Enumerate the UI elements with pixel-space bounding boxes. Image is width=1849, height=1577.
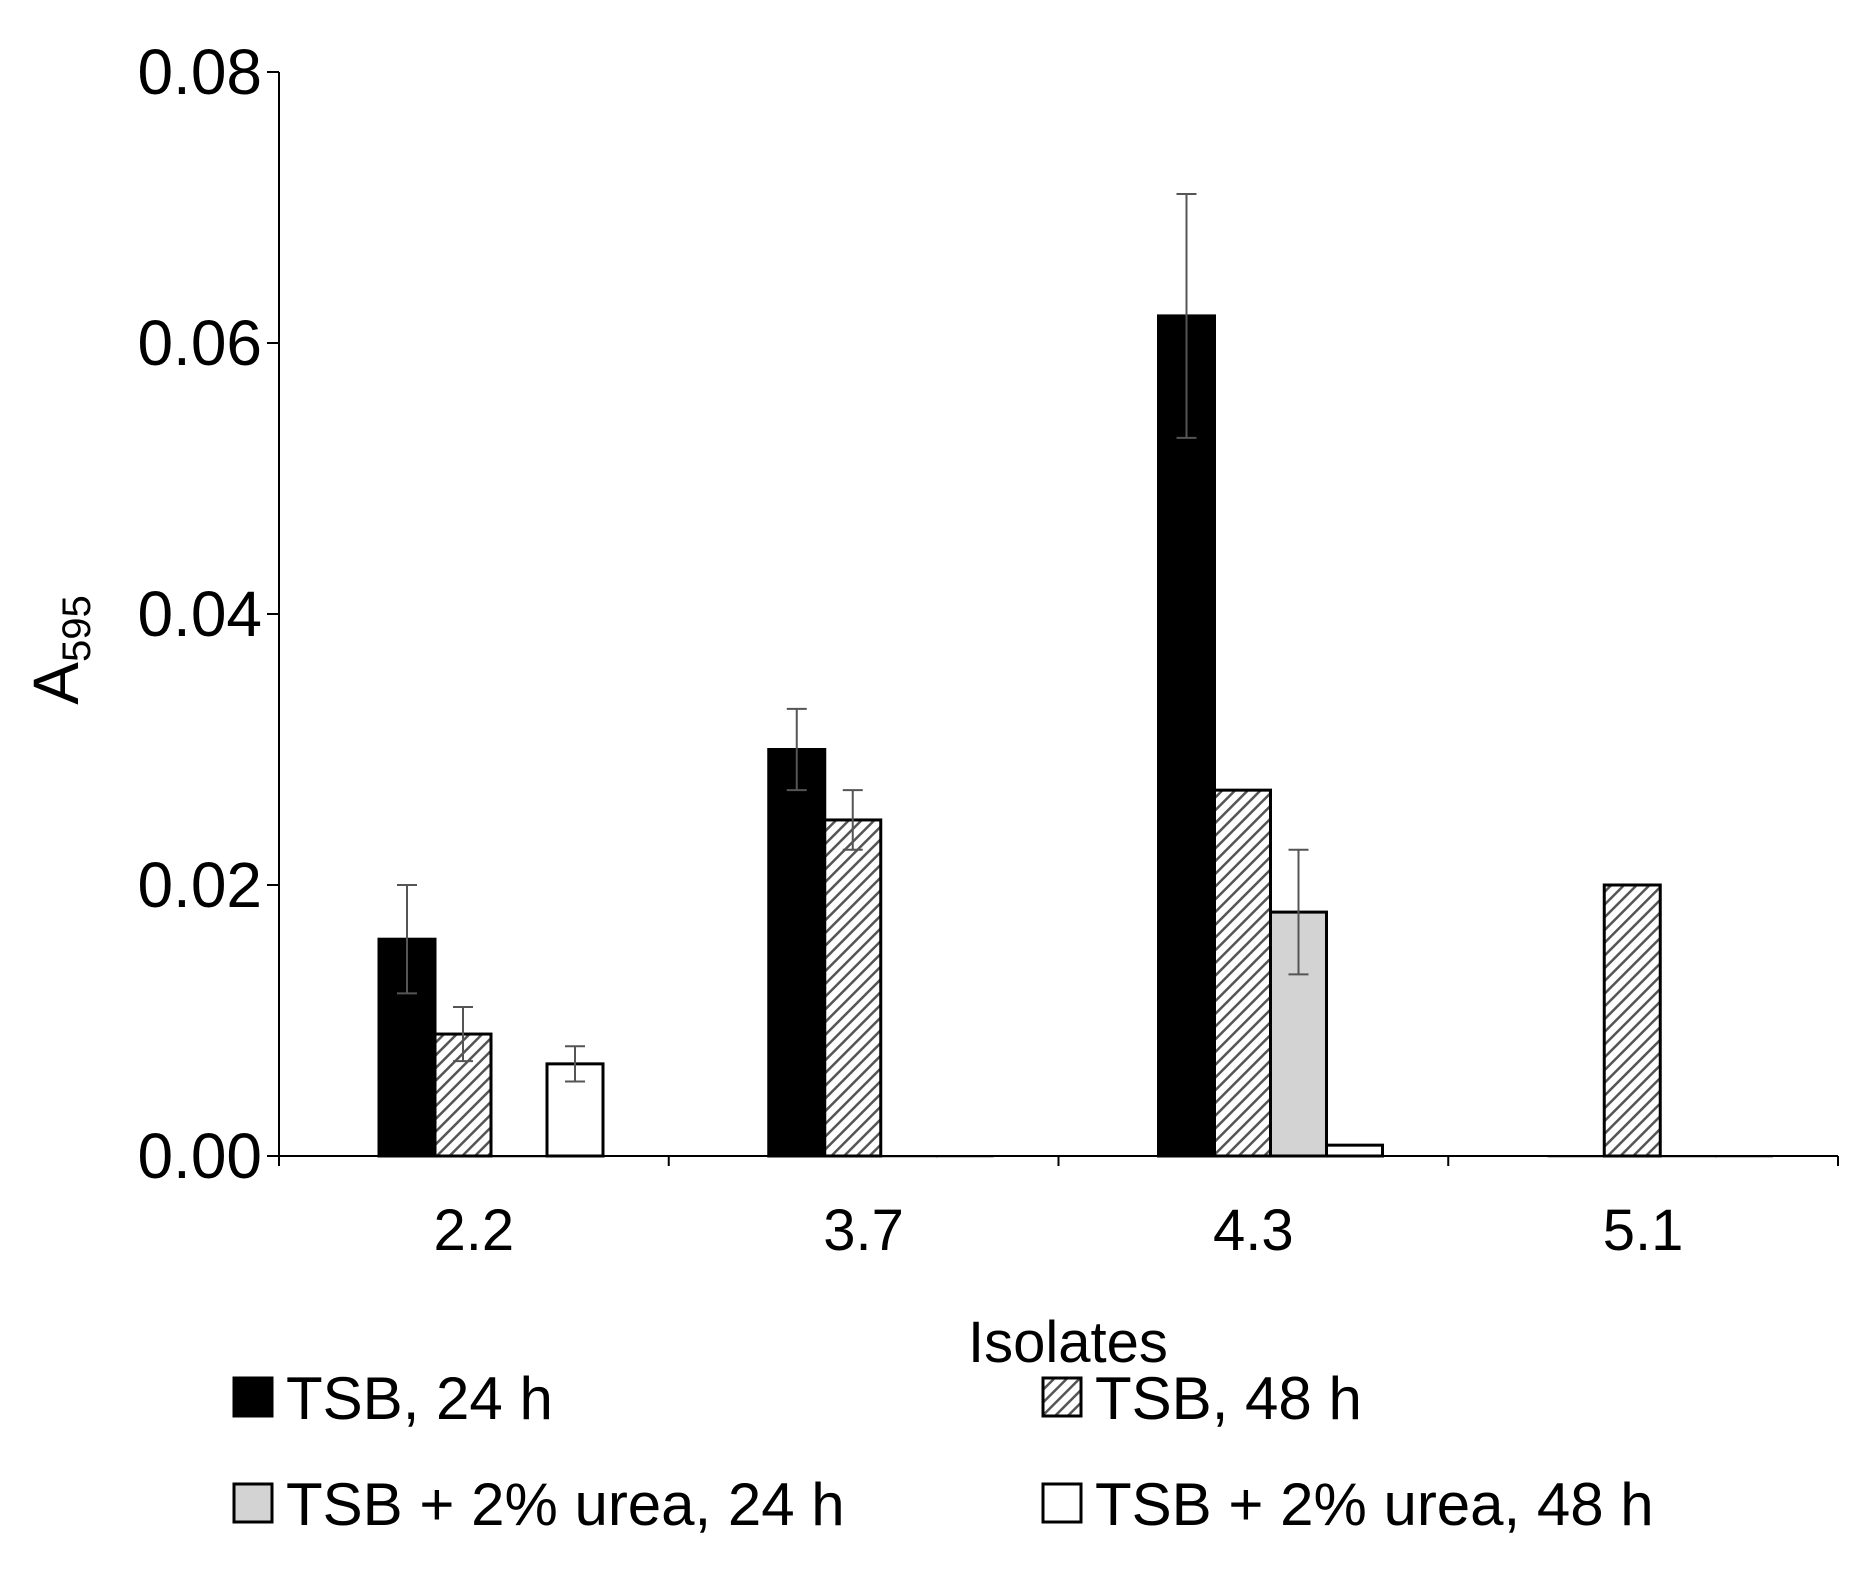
legend-label: TSB, 48 h (1095, 1365, 1362, 1432)
legend-item: TSB, 24 h (232, 1365, 553, 1432)
x-ticks: 2.2 3.7 4.3 5.1 (278, 1156, 1839, 1263)
x-tick-label: 4.3 (1213, 1198, 1294, 1263)
y-ticks: 0.00 0.02 0.04 0.06 0.08 (137, 36, 279, 1192)
legend-swatch (232, 1376, 274, 1418)
legend-item: TSB + 2% urea, 24 h (232, 1471, 845, 1538)
legend-swatch (232, 1482, 274, 1524)
error-bars (397, 192, 1309, 1083)
legend: TSB, 24 h TSB, 48 h TSB + 2% urea, 24 h TSB… (232, 1365, 1654, 1538)
legend-item: TSB, 48 h (1041, 1365, 1362, 1432)
bar (1325, 1143, 1384, 1158)
legend-swatch (1041, 1376, 1083, 1418)
x-tick-label: 5.1 (1603, 1198, 1684, 1263)
legend-label: TSB, 24 h (286, 1365, 553, 1432)
bars (377, 314, 1773, 1158)
x-tick-label: 2.2 (434, 1198, 515, 1263)
bar (1213, 788, 1272, 1158)
bar (1602, 883, 1662, 1158)
y-axis-label-subscript: 595 (55, 595, 99, 662)
bar (936, 1155, 994, 1158)
legend-label: TSB + 2% urea, 48 h (1095, 1471, 1654, 1538)
legend-label: TSB + 2% urea, 24 h (286, 1471, 845, 1538)
bar (1547, 1155, 1605, 1158)
bar (1659, 1155, 1717, 1158)
bar (880, 1155, 938, 1158)
x-tick-label: 3.7 (823, 1198, 904, 1263)
legend-swatch (1041, 1482, 1083, 1524)
legend-item: TSB + 2% urea, 48 h (1041, 1471, 1654, 1538)
bar (823, 818, 883, 1158)
y-tick-label: 0.06 (137, 307, 262, 379)
bar (490, 1155, 548, 1158)
bar (1715, 1155, 1773, 1158)
bar (1157, 314, 1216, 1158)
y-tick-label: 0.04 (137, 578, 262, 650)
x-axis-label: Isolates (968, 1310, 1168, 1375)
y-tick-label: 0.00 (137, 1120, 262, 1192)
y-tick-label: 0.08 (137, 36, 262, 108)
bar (767, 748, 827, 1158)
y-axis-label: A595 (20, 595, 99, 704)
y-tick-label: 0.02 (137, 849, 262, 921)
